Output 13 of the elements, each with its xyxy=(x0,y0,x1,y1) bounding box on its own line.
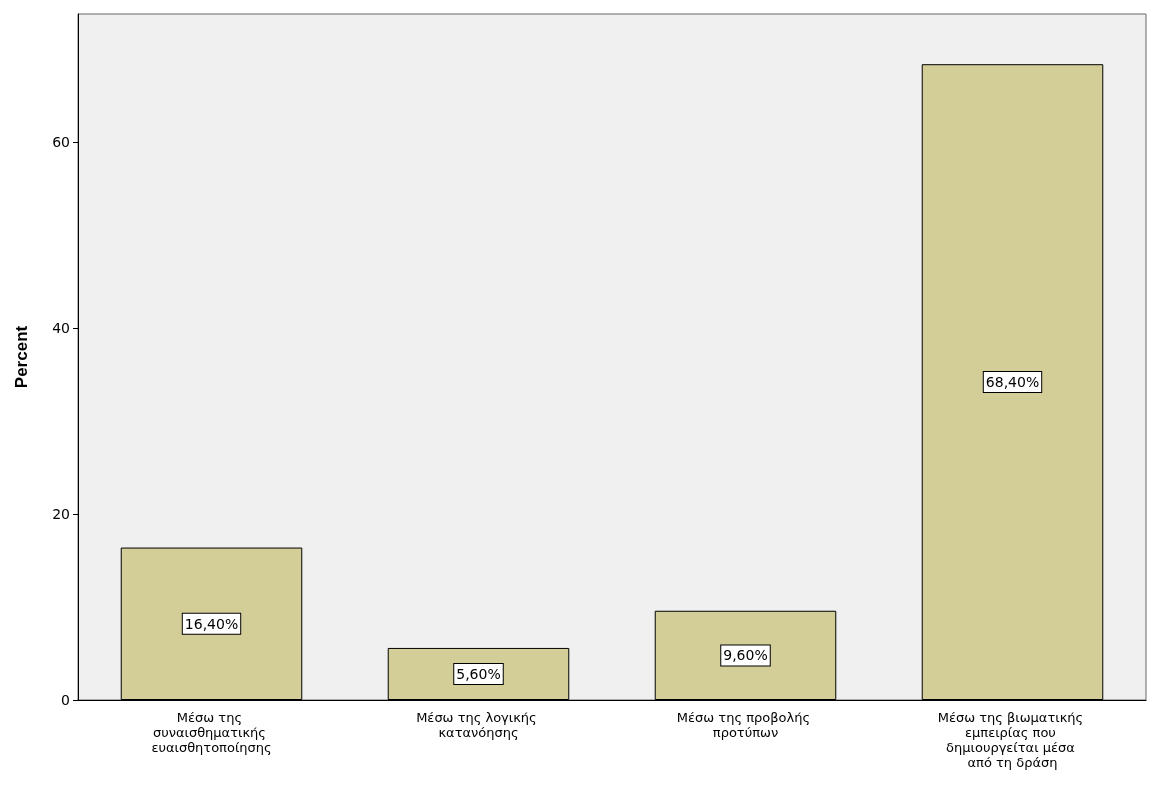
y-tick-label: 0 xyxy=(61,692,70,708)
data-label: 16,40% xyxy=(184,615,239,632)
x-tick-label: Μέσω της συναισθηματικής ευαισθητοποίησης xyxy=(151,710,272,755)
y-tick-label: 60 xyxy=(52,134,70,151)
x-tick-label: Μέσω της λογικής κατανόησης xyxy=(416,710,541,740)
y-axis-title: Percent xyxy=(12,325,31,389)
data-label: 9,60% xyxy=(723,647,768,664)
x-tick-label: Μέσω της βιωματικής εμπειρίας που δημιουργείται μέσα από τη δράση xyxy=(937,710,1088,770)
y-tick-label: 20 xyxy=(52,506,70,523)
data-label: 68,40% xyxy=(985,374,1040,391)
y-tick-label: 40 xyxy=(52,320,70,337)
x-tick-label: Μέσω της προβολής προτύπων xyxy=(676,710,815,740)
data-label: 5,60% xyxy=(456,665,501,682)
